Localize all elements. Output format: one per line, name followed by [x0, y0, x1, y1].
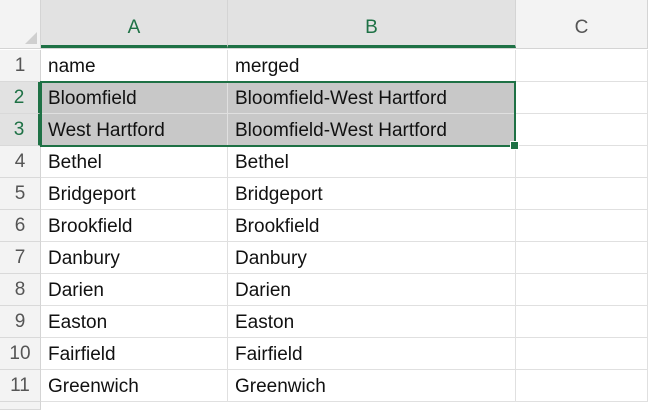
cell-c1[interactable] [516, 50, 648, 82]
cell-a10[interactable]: Fairfield [41, 338, 228, 370]
cell-a8[interactable]: Darien [41, 274, 228, 306]
cell-b4[interactable]: Bethel [228, 146, 516, 178]
select-all-corner[interactable] [0, 0, 41, 48]
cell-c9[interactable] [516, 306, 648, 338]
cell-a4[interactable]: Bethel [41, 146, 228, 178]
cell-c3[interactable] [516, 114, 648, 146]
row-header-11[interactable]: 11 [0, 370, 41, 402]
cell-a11[interactable]: Greenwich [41, 370, 228, 402]
cell-a3[interactable]: West Hartford [41, 114, 228, 146]
cell-a6[interactable]: Brookfield [41, 210, 228, 242]
cell-b11[interactable]: Greenwich [228, 370, 516, 402]
row-header-2[interactable]: 2 [0, 82, 41, 114]
row-header-10[interactable]: 10 [0, 338, 41, 370]
row-header-7[interactable]: 7 [0, 242, 41, 274]
cell-a5[interactable]: Bridgeport [41, 178, 228, 210]
row-header-3[interactable]: 3 [0, 114, 41, 146]
row-header-12-partial[interactable] [0, 402, 41, 410]
cell-c6[interactable] [516, 210, 648, 242]
fill-handle[interactable] [510, 141, 519, 150]
row-header-9[interactable]: 9 [0, 306, 41, 338]
column-header-c[interactable]: C [516, 0, 648, 48]
cell-b5[interactable]: Bridgeport [228, 178, 516, 210]
row-header-8[interactable]: 8 [0, 274, 41, 306]
cell-a7[interactable]: Danbury [41, 242, 228, 274]
cell-c7[interactable] [516, 242, 648, 274]
cell-b8[interactable]: Darien [228, 274, 516, 306]
cell-c11[interactable] [516, 370, 648, 402]
cell-b2[interactable]: Bloomfield-West Hartford [228, 82, 516, 114]
row-header-4[interactable]: 4 [0, 146, 41, 178]
cell-b6[interactable]: Brookfield [228, 210, 516, 242]
row-header-6[interactable]: 6 [0, 210, 41, 242]
cell-c10[interactable] [516, 338, 648, 370]
cell-c8[interactable] [516, 274, 648, 306]
row-header-5[interactable]: 5 [0, 178, 41, 210]
cell-a1[interactable]: name [41, 50, 228, 82]
cell-b10[interactable]: Fairfield [228, 338, 516, 370]
cell-c4[interactable] [516, 146, 648, 178]
cell-c5[interactable] [516, 178, 648, 210]
column-header-a[interactable]: A [41, 0, 228, 48]
cell-b7[interactable]: Danbury [228, 242, 516, 274]
cell-c2[interactable] [516, 82, 648, 114]
cell-b3[interactable]: Bloomfield-West Hartford [228, 114, 516, 146]
select-all-triangle-icon [25, 32, 37, 44]
column-header-b[interactable]: B [228, 0, 516, 48]
cell-a9[interactable]: Easton [41, 306, 228, 338]
row-header-1[interactable]: 1 [0, 50, 41, 82]
cell-b9[interactable]: Easton [228, 306, 516, 338]
cell-a2[interactable]: Bloomfield [41, 82, 228, 114]
cell-b1[interactable]: merged [228, 50, 516, 82]
